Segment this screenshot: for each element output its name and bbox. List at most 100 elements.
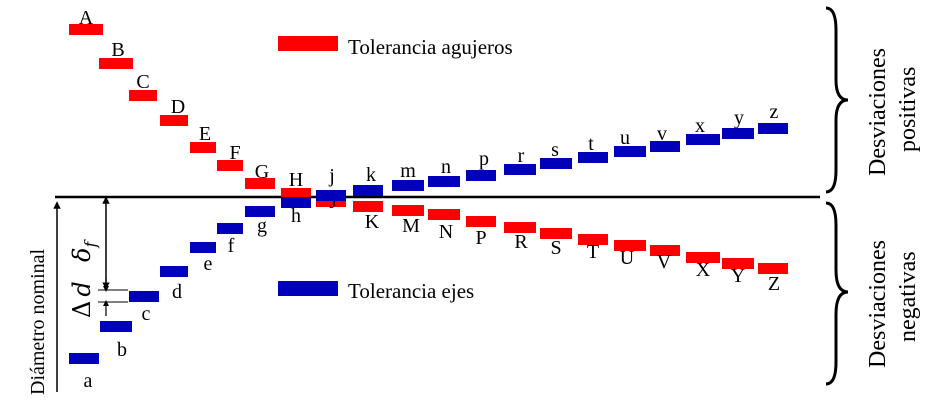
- shaft-bar-x: [686, 134, 720, 145]
- shaft-letter-f: f: [228, 235, 235, 257]
- legend-hole-swatch: [278, 36, 338, 51]
- hole-letter-G: G: [255, 161, 269, 183]
- shaft-bar-z: [758, 123, 788, 134]
- hole-letter-A: A: [79, 7, 94, 29]
- hole-letter-M: M: [402, 215, 420, 237]
- hole-bar-X: [686, 252, 720, 263]
- hole-bar-N: [428, 209, 460, 220]
- shaft-bar-k: [353, 185, 383, 196]
- negative-zone-label-1: Desviaciones: [865, 240, 891, 368]
- negative-brace: [825, 201, 849, 386]
- hole-bar-A: [69, 24, 103, 35]
- hole-letter-J: J: [329, 191, 337, 213]
- shaft-letter-r: r: [518, 145, 525, 167]
- shaft-letter-h: h: [291, 205, 301, 227]
- hole-letter-X: X: [696, 259, 711, 281]
- positive-zone-label-2: positivas: [895, 67, 921, 152]
- hole-bar-D: [160, 115, 188, 126]
- shaft-bar-r: [504, 164, 536, 175]
- shaft-letter-t: t: [588, 133, 594, 155]
- hole-bar-K: [353, 201, 383, 212]
- hole-bar-S: [540, 228, 572, 239]
- hole-letter-R: R: [514, 231, 528, 253]
- hole-bar-G: [245, 178, 275, 189]
- shaft-letter-d: d: [172, 281, 182, 303]
- hole-bar-Z: [758, 263, 788, 274]
- hole-letter-U: U: [620, 247, 635, 269]
- shaft-letter-k: k: [366, 164, 376, 186]
- hole-letter-P: P: [475, 227, 486, 249]
- hole-letter-Y: Y: [731, 265, 745, 287]
- hole-letter-D: D: [171, 96, 185, 118]
- negative-zone-label-2: negativas: [895, 251, 921, 342]
- hole-letter-F: F: [229, 142, 240, 164]
- shaft-bar-b: [100, 321, 132, 332]
- hole-bar-F: [217, 160, 243, 171]
- shaft-letter-u: u: [620, 127, 630, 149]
- shaft-letter-c: c: [142, 303, 151, 325]
- hole-bar-P: [466, 216, 496, 227]
- hole-bar-H: [281, 188, 311, 199]
- hole-letter-T: T: [587, 241, 599, 263]
- shaft-bar-y: [722, 128, 754, 139]
- hole-letter-V: V: [657, 251, 672, 273]
- shaft-bar-n: [428, 176, 460, 187]
- shaft-letter-v: v: [657, 123, 667, 145]
- shaft-bar-c: [129, 291, 159, 302]
- hole-letter-S: S: [550, 237, 561, 259]
- shaft-letter-g: g: [257, 215, 267, 237]
- shaft-letter-a: a: [84, 370, 93, 392]
- hole-letter-N: N: [439, 221, 453, 243]
- shaft-letter-b: b: [117, 339, 127, 361]
- shaft-bar-u: [614, 146, 646, 157]
- shaft-bar-f: [217, 223, 243, 234]
- hole-bar-T: [578, 234, 608, 245]
- shaft-letter-y: y: [734, 107, 744, 129]
- legend-hole-label: Tolerancia agujeros: [348, 35, 513, 59]
- shaft-letter-p: p: [479, 148, 489, 170]
- hole-bar-C: [129, 90, 157, 101]
- shaft-bar-t: [578, 152, 608, 163]
- shaft-bar-s: [540, 158, 572, 169]
- delta-f-symbol: δf: [68, 239, 100, 262]
- shaft-letter-n: n: [441, 156, 451, 178]
- hole-letter-H: H: [289, 169, 303, 191]
- hole-bar-V: [650, 245, 680, 256]
- shaft-bar-g: [245, 206, 275, 217]
- shaft-letter-x: x: [695, 115, 705, 137]
- shaft-letter-s: s: [551, 139, 559, 161]
- positive-zone-label-1: Desviaciones: [865, 48, 891, 176]
- hole-letter-K: K: [365, 211, 380, 233]
- hole-bar-U: [614, 240, 646, 251]
- shaft-bar-p: [466, 170, 496, 181]
- shaft-bar-j: [316, 190, 346, 201]
- positive-brace: [825, 6, 849, 194]
- hole-letter-B: B: [111, 39, 124, 61]
- hole-bar-B: [99, 58, 133, 69]
- legend-shaft-label: Tolerancia ejes: [348, 279, 474, 303]
- shaft-bar-d: [160, 266, 188, 277]
- hole-bar-E: [190, 142, 216, 153]
- shaft-letter-z: z: [770, 101, 779, 123]
- shaft-bar-e: [190, 242, 216, 253]
- shaft-bar-v: [650, 141, 680, 152]
- nominal-diameter-label: Diámetro nominal: [27, 248, 49, 395]
- hole-bar-R: [504, 222, 536, 233]
- hole-bar-M: [392, 205, 424, 216]
- shaft-bar-m: [392, 180, 424, 191]
- shaft-letter-j: j: [328, 165, 335, 187]
- hole-bar-J: [316, 196, 346, 207]
- legend-shaft-swatch: [278, 281, 338, 296]
- hole-bar-Y: [722, 258, 754, 269]
- shaft-bar-h: [281, 197, 311, 208]
- delta-d-symbol: Δd: [68, 281, 96, 318]
- hole-letter-Z: Z: [768, 273, 780, 295]
- shaft-letter-e: e: [204, 253, 213, 275]
- shaft-letter-m: m: [400, 160, 416, 182]
- shaft-bar-a: [69, 353, 99, 364]
- hole-letter-E: E: [199, 123, 211, 145]
- hole-letter-C: C: [136, 71, 149, 93]
